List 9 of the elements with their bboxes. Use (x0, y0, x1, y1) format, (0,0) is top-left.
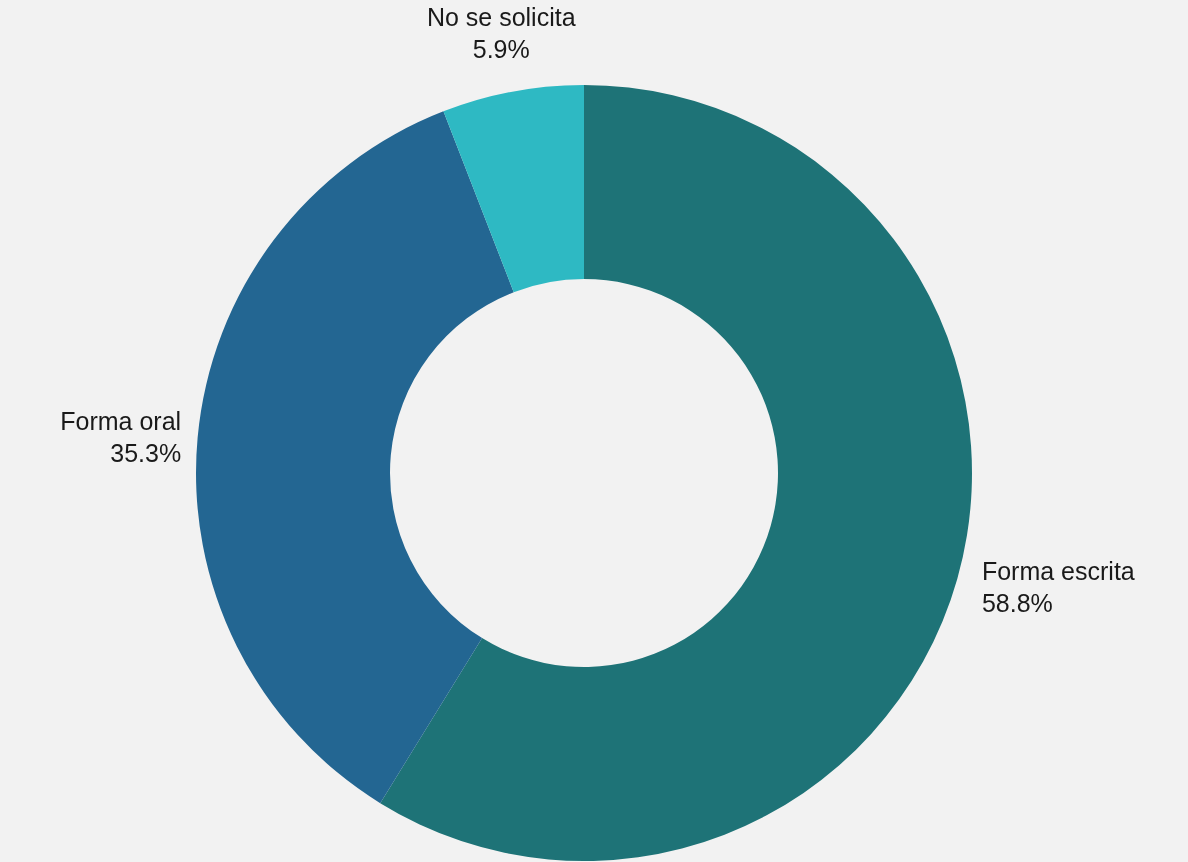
data-label: 35.3% (110, 439, 182, 468)
slice-label: Forma escrita (981, 556, 1135, 585)
data-label: 58.8% (981, 588, 1053, 617)
slice-label: No se solicita (426, 2, 576, 31)
donut-slice (196, 111, 514, 804)
donut-slice (380, 85, 972, 861)
donut-slice (443, 85, 584, 293)
data-label: 5.9% (472, 34, 530, 63)
slice-label: Forma oral (60, 407, 182, 436)
